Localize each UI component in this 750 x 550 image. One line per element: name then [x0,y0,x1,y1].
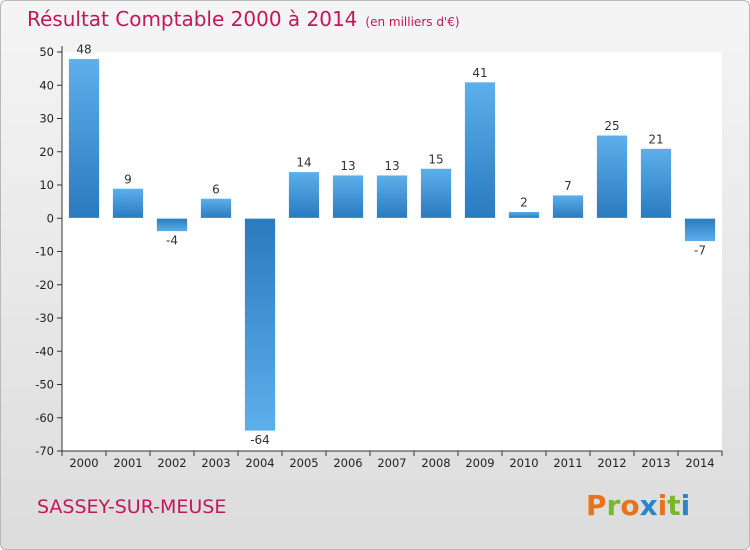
bar-value-label: 48 [76,43,91,57]
x-tick-label: 2000 [69,456,98,470]
bar [376,174,408,219]
bar [200,197,232,219]
bar-value-label: 2 [520,196,528,210]
logo-letter: i [680,489,691,522]
y-tick-label: -70 [35,444,54,458]
y-tick-label: -60 [35,411,54,425]
x-tick-label: 2014 [685,456,714,470]
bar-value-label: 9 [124,172,132,186]
x-tick-label: 2009 [465,456,494,470]
bar [684,217,716,242]
x-tick-label: 2001 [113,456,142,470]
bar-value-label: 25 [604,119,619,133]
x-tick-label: 2003 [201,456,230,470]
bar [552,194,584,219]
bar-value-label: -64 [250,433,270,447]
x-tick-label: 2010 [509,456,538,470]
bar-value-label: -4 [166,234,178,248]
bar [244,217,276,432]
bar [112,187,144,219]
bar [420,167,452,219]
bar [68,58,100,219]
x-tick-label: 2002 [157,456,186,470]
title-unit: (en milliers d'€) [365,15,460,29]
bar [288,171,320,219]
logo-letter: x [639,489,658,522]
y-tick-label: 40 [39,78,54,92]
x-tick-label: 2007 [377,456,406,470]
y-tick-label: 20 [39,145,54,159]
x-tick-label: 2006 [333,456,362,470]
logo-letter: o [620,489,640,522]
y-tick-label: 30 [39,112,54,126]
plot-area [62,52,722,451]
bar-value-label: 6 [212,182,220,196]
y-tick-label: 50 [39,45,54,59]
bar-value-label: 14 [296,156,311,170]
bar-value-label: 41 [472,66,487,80]
y-tick-label: -30 [35,311,54,325]
bar [332,174,364,219]
bar-value-label: 15 [428,152,443,166]
x-tick-label: 2013 [641,456,670,470]
bar [508,211,540,219]
logo-letter: P [586,489,607,522]
bar [156,217,188,232]
bar-value-label: -7 [694,244,706,258]
logo-letter: i [657,489,668,522]
bar-value-label: 13 [340,159,355,173]
bar-value-label: 7 [564,179,572,193]
chart-title: Résultat Comptable 2000 à 2014 (en millie… [27,7,460,31]
x-tick-label: 2008 [421,456,450,470]
x-tick-label: 2012 [597,456,626,470]
bar [640,148,672,219]
logo-letter: r [606,489,621,522]
y-tick-label: -40 [35,344,54,358]
bar-value-label: 21 [648,132,663,146]
title-text: Résultat Comptable 2000 à 2014 [27,7,358,31]
proxiti-logo: Proxiti [586,489,690,522]
x-tick-label: 2004 [245,456,274,470]
logo-letter: t [667,489,681,522]
x-tick-label: 2011 [553,456,582,470]
y-tick-label: -50 [35,378,54,392]
bar [596,134,628,219]
y-tick-label: -10 [35,245,54,259]
y-tick-label: -20 [35,278,54,292]
bar [464,81,496,219]
commune-name: SASSEY-SUR-MEUSE [37,496,227,518]
y-tick-label: 10 [39,178,54,192]
y-tick-label: 0 [47,211,54,225]
bar-value-label: 13 [384,159,399,173]
x-tick-label: 2005 [289,456,318,470]
